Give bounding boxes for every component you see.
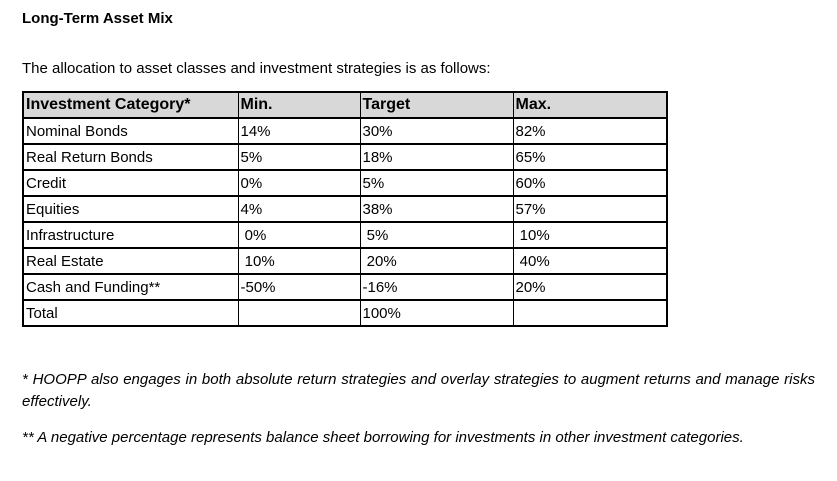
column-header-category: Investment Category* [22,91,239,119]
max-cell [512,299,668,327]
footnotes-section: * HOOPP also engages in both absolute re… [22,369,815,449]
column-header-target: Target [359,91,514,119]
category-cell: Credit [22,169,239,197]
document-page: Long-Term Asset Mix The allocation to as… [22,10,815,449]
table-row: Total 100% [22,299,668,327]
target-cell: -16% [359,273,514,301]
table-row: Infrastructure 0% 5% 10% [22,221,668,249]
page-title: Long-Term Asset Mix [22,10,173,27]
max-cell: 20% [512,273,668,301]
category-cell: Total [22,299,239,327]
category-cell: Cash and Funding** [22,273,239,301]
max-cell: 60% [512,169,668,197]
max-cell: 65% [512,143,668,171]
footnote-double-asterisk: ** A negative percentage represents bala… [22,429,744,446]
table-row: Real Estate 10% 20% 40% [22,247,668,275]
min-cell: 0% [237,169,361,197]
category-cell: Infrastructure [22,221,239,249]
asset-mix-table: Investment Category* Min. Target Max. Nomin… [22,91,668,327]
target-cell: 30% [359,117,514,145]
min-cell: -50% [237,273,361,301]
table-row: Credit 0% 5% 60% [22,169,668,197]
max-cell: 40% [512,247,668,275]
target-cell: 5% [359,221,514,249]
target-cell: 100% [359,299,514,327]
target-cell: 38% [359,195,514,223]
table-row: Real Return Bonds 5% 18% 65% [22,143,668,171]
target-cell: 18% [359,143,514,171]
table-row: Nominal Bonds 14% 30% 82% [22,117,668,145]
table-row: Cash and Funding** -50% -16% 20% [22,273,668,301]
min-cell: 0% [237,221,361,249]
max-cell: 82% [512,117,668,145]
max-cell: 10% [512,221,668,249]
category-cell: Real Estate [22,247,239,275]
intro-text: The allocation to asset classes and inve… [22,60,491,77]
category-cell: Real Return Bonds [22,143,239,171]
footnote-asterisk: * HOOPP also engages in both absolute re… [22,371,815,410]
min-cell: 10% [237,247,361,275]
max-cell: 57% [512,195,668,223]
min-cell [237,299,361,327]
column-header-max: Max. [512,91,668,119]
table-header-row: Investment Category* Min. Target Max. [22,91,668,119]
column-header-min: Min. [237,91,361,119]
min-cell: 5% [237,143,361,171]
table-row: Equities 4% 38% 57% [22,195,668,223]
category-cell: Nominal Bonds [22,117,239,145]
min-cell: 4% [237,195,361,223]
min-cell: 14% [237,117,361,145]
category-cell: Equities [22,195,239,223]
target-cell: 20% [359,247,514,275]
target-cell: 5% [359,169,514,197]
